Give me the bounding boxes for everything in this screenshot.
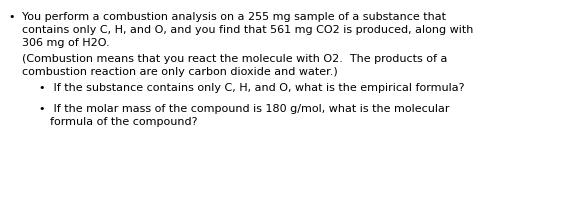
- Text: contains only C, H, and O, and you find that 561 mg CO2 is produced, along with: contains only C, H, and O, and you find …: [22, 25, 474, 35]
- Text: (Combustion means that you react the molecule with O2.  The products of a: (Combustion means that you react the mol…: [22, 54, 447, 64]
- Text: If the substance contains only C, H, and O, what is the empirical formula?: If the substance contains only C, H, and…: [50, 83, 464, 93]
- Text: You perform a combustion analysis on a 255 mg sample of a substance that: You perform a combustion analysis on a 2…: [22, 12, 446, 22]
- Text: 306 mg of H2O.: 306 mg of H2O.: [22, 38, 110, 48]
- Text: If the molar mass of the compound is 180 g/mol, what is the molecular: If the molar mass of the compound is 180…: [50, 104, 449, 114]
- Text: •: •: [8, 12, 14, 22]
- Text: formula of the compound?: formula of the compound?: [50, 117, 197, 127]
- Text: combustion reaction are only carbon dioxide and water.): combustion reaction are only carbon diox…: [22, 67, 338, 77]
- Text: •: •: [38, 104, 45, 114]
- Text: •: •: [38, 83, 45, 93]
